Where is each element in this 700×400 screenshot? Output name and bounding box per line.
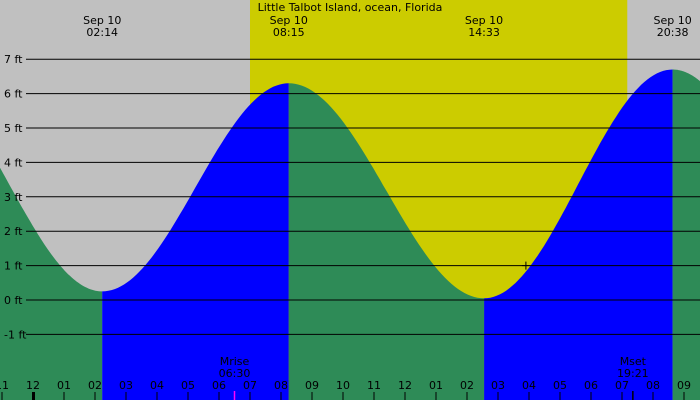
y-tick-label: 4 ft [4,156,23,169]
tide-event-date: Sep 10 [654,14,692,27]
y-tick-label: 7 ft [4,53,23,66]
y-tick-label: 0 ft [4,294,23,307]
y-tick-label: 5 ft [4,122,23,135]
hour-tick-label: 12 [26,379,40,392]
hour-tick-label: 06 [212,379,226,392]
midnight-marker [32,392,35,400]
y-tick-label: -1 ft [4,328,27,341]
y-tick-label: 6 ft [4,88,23,101]
hour-tick-label: 08 [274,379,288,392]
tide-event-date: Sep 10 [270,14,308,27]
hour-tick-label: 12 [398,379,412,392]
hour-tick-label: 11 [367,379,381,392]
hour-tick-label: 10 [336,379,350,392]
y-tick-label: 1 ft [4,260,23,273]
hour-tick-label: 02 [88,379,102,392]
hour-tick-label: 02 [460,379,474,392]
tide-event-time: 20:38 [657,26,689,39]
height-gridlines: 7 ft 6 ft 5 ft 4 ft 3 ft 2 ft 1 ft 0 ft -1 ft [4,53,700,341]
hour-tick-label: 03 [491,379,505,392]
y-tick-label: 3 ft [4,191,23,204]
hour-tick-label: 01 [429,379,443,392]
falling-tide-segment [0,167,103,400]
hour-axis: 11 12 01 02 03 04 05 06 07 08 09 10 11 12 01 02 03 04 05 06… [0,379,691,400]
hour-tick-label: 07 [615,379,629,392]
hour-tick-label: 01 [57,379,71,392]
hour-tick-label: 04 [522,379,536,392]
hour-tick-label: 09 [305,379,319,392]
moon-event-label: Mset [620,355,647,368]
moon-event-label: Mrise [220,355,250,368]
tide-event-date: Sep 10 [83,14,121,27]
hour-tick-label: 03 [119,379,133,392]
tide-event-time: 08:15 [273,26,305,39]
tide-event-time: 14:33 [468,26,500,39]
moon-event-time: 19:21 [617,367,649,380]
moon-event-time: 06:30 [219,367,251,380]
chart-title: Little Talbot Island, ocean, Florida [258,1,443,14]
y-tick-label: 2 ft [4,225,23,238]
tide-event-date: Sep 10 [465,14,503,27]
hour-tick-label: 05 [181,379,195,392]
hour-tick-label: 11 [0,379,9,392]
hour-tick-label: 05 [553,379,567,392]
hour-tick-label: 09 [677,379,691,392]
hour-tick-label: 07 [243,379,257,392]
falling-tide-segment [672,69,700,400]
hour-tick-label: 06 [584,379,598,392]
hour-tick-label: 04 [150,379,164,392]
hour-tick-label: 08 [646,379,660,392]
tide-event-time: 02:14 [86,26,118,39]
rising-tide-segment [484,69,673,400]
